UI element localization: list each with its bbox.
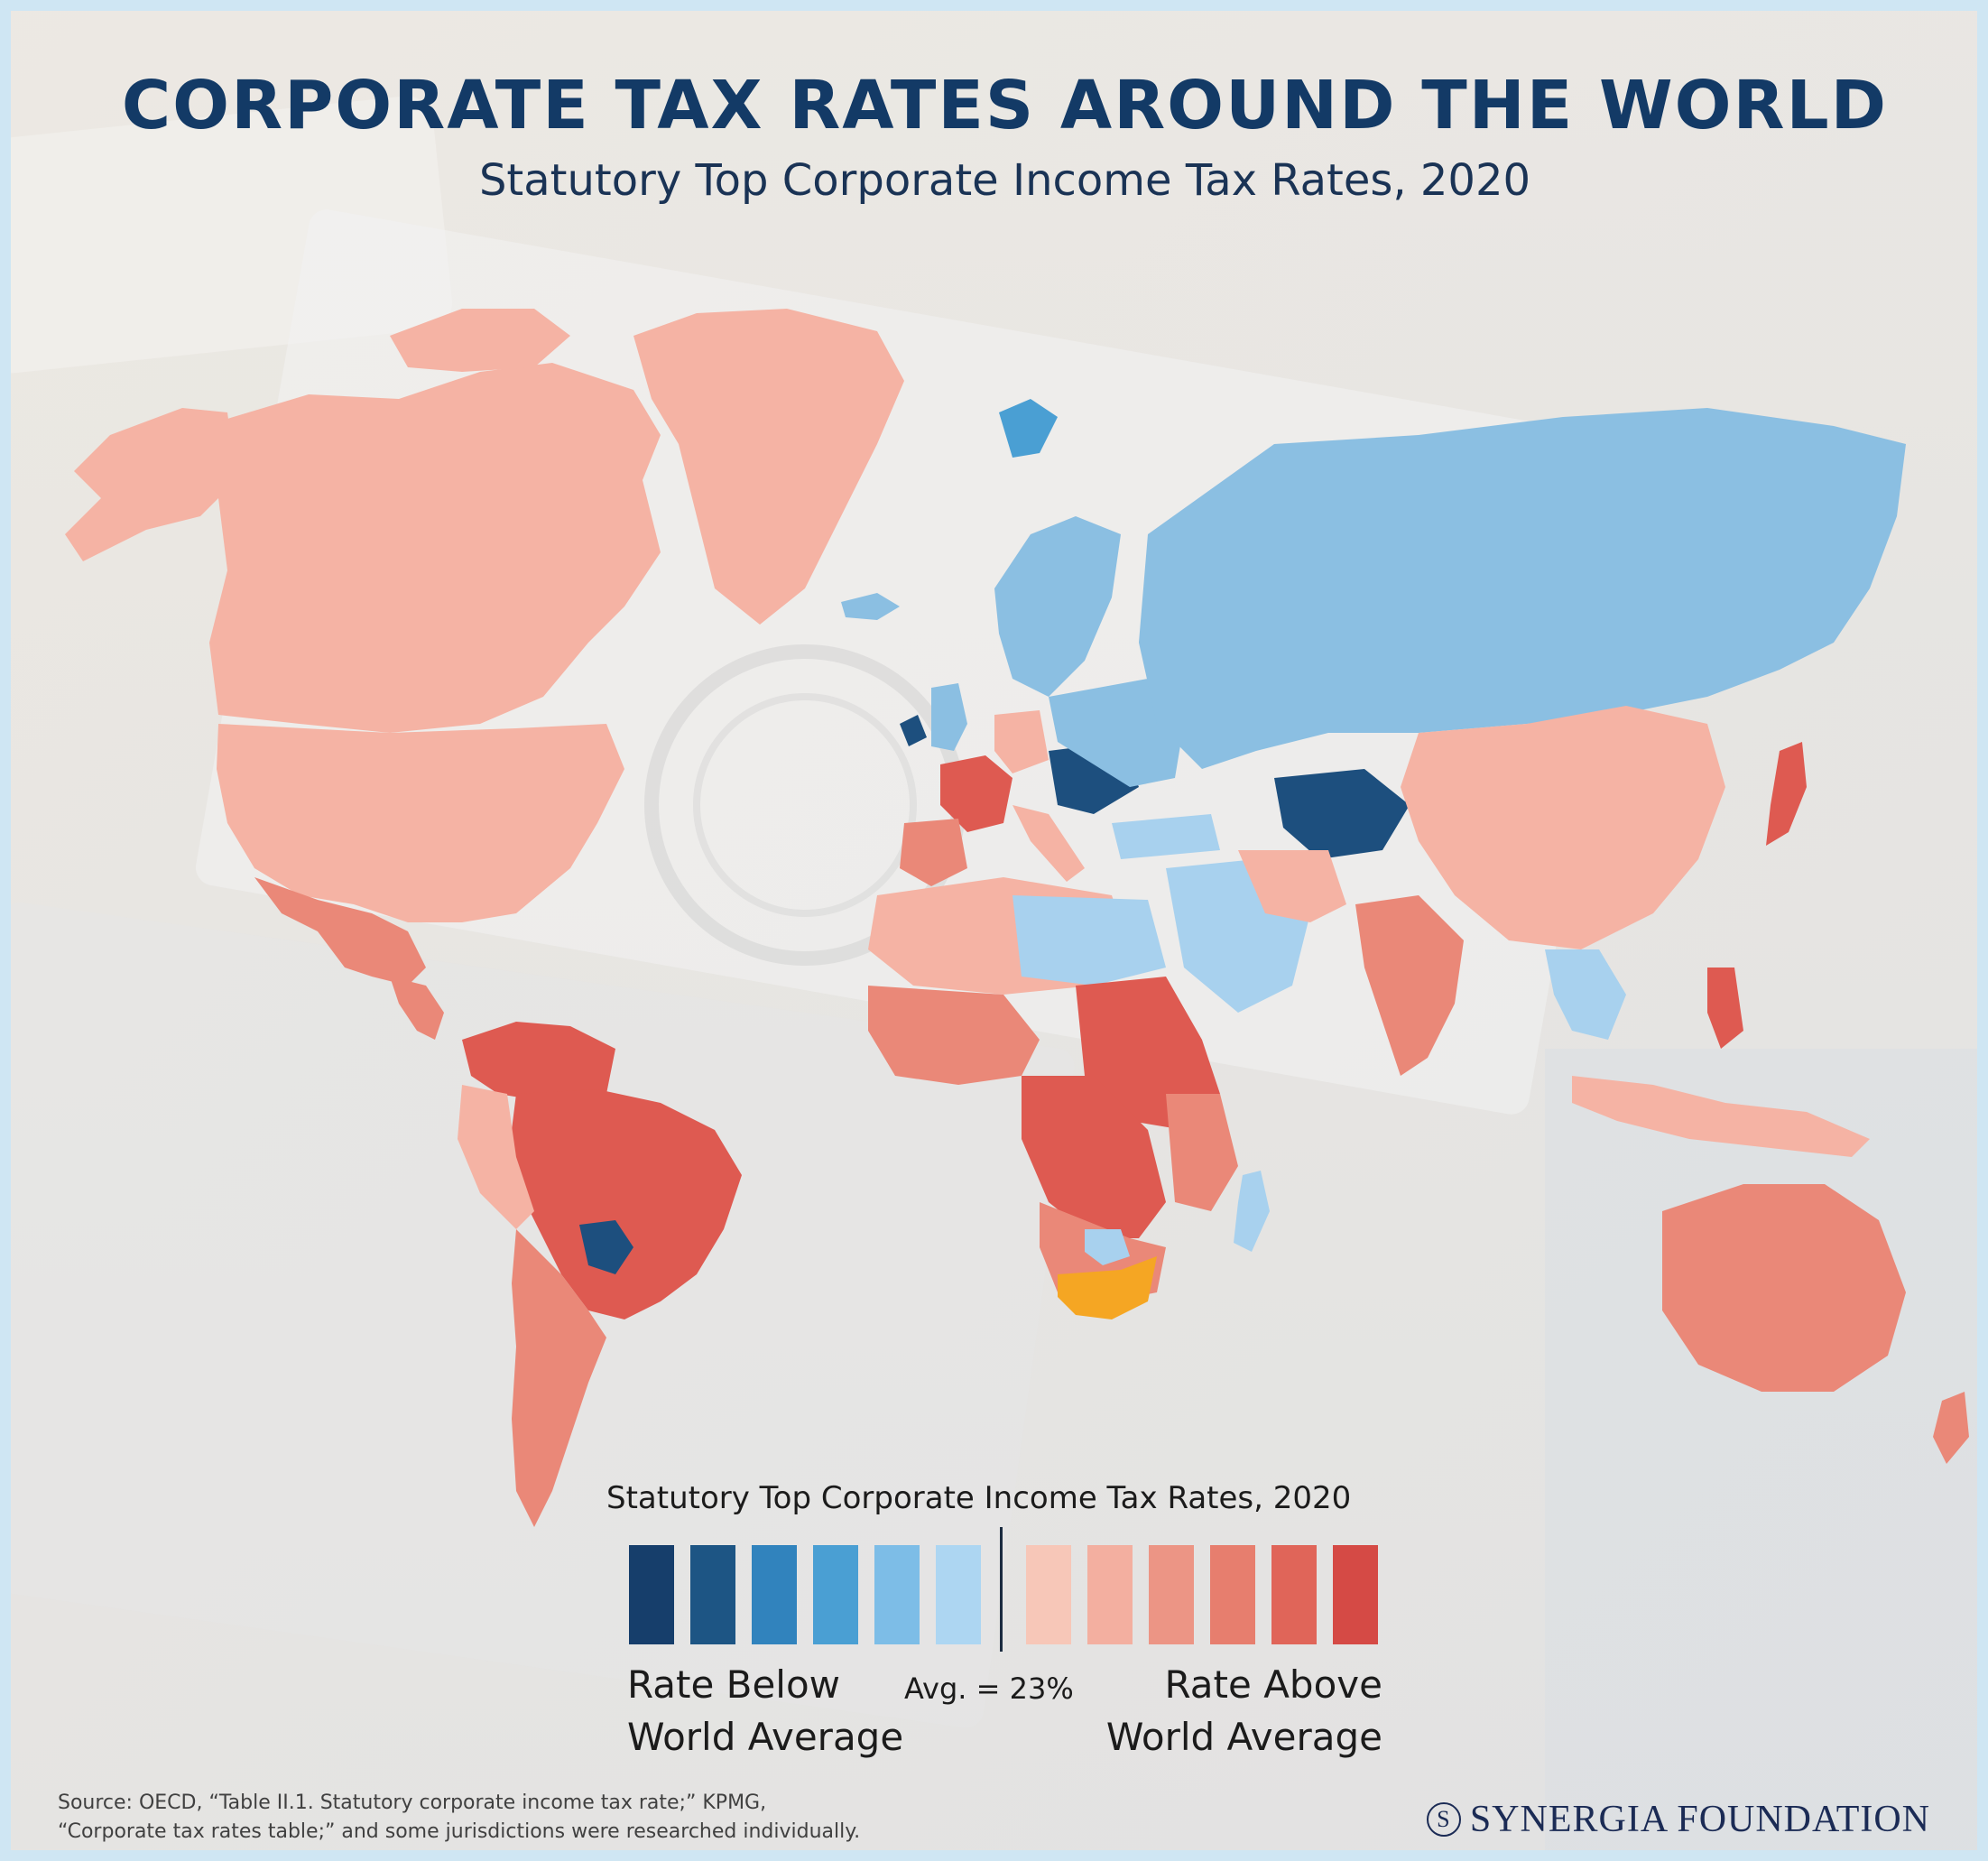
- region-west-africa: [868, 986, 1040, 1085]
- legend-average-divider: [1000, 1527, 1003, 1652]
- legend-swatch-above-4: [1210, 1545, 1255, 1644]
- legend-below-label: Rate Below World Average: [627, 1659, 934, 1764]
- region-philippines: [1707, 968, 1743, 1049]
- region-indonesia: [1572, 1076, 1870, 1157]
- region-eastern-europe: [1049, 679, 1184, 787]
- region-canada: [209, 363, 661, 733]
- legend-swatch-below-2: [690, 1545, 735, 1644]
- legend-swatch-above-6: [1333, 1545, 1378, 1644]
- legend-swatch-above-2: [1087, 1545, 1133, 1644]
- region-svalbard: [999, 399, 1058, 458]
- region-libya-egypt: [1012, 895, 1166, 986]
- region-france: [940, 755, 1012, 832]
- region-india: [1355, 895, 1464, 1076]
- region-germany: [994, 710, 1049, 773]
- legend-swatch-below-1: [629, 1545, 674, 1644]
- region-botswana: [1085, 1229, 1130, 1265]
- legend-above-line2: World Average: [1105, 1715, 1382, 1759]
- legend-above-line1: Rate Above: [1164, 1662, 1382, 1707]
- source-line-2: “Corporate tax rates table;” and some ju…: [58, 1820, 861, 1843]
- legend-below-line2: World Average: [627, 1715, 904, 1759]
- legend-swatch-below-3: [752, 1545, 797, 1644]
- brand-name: SYNERGIA FOUNDATION: [1469, 1799, 1930, 1840]
- legend-swatch-above-3: [1149, 1545, 1194, 1644]
- region-australia: [1662, 1184, 1906, 1392]
- legend-swatch-below-5: [874, 1545, 920, 1644]
- region-japan: [1766, 742, 1807, 846]
- region-russia: [1139, 408, 1906, 769]
- region-uk: [931, 683, 967, 751]
- brand-mark-icon: S: [1426, 1802, 1461, 1837]
- world-map: [65, 309, 1969, 1527]
- legend-title: Statutory Top Corporate Income Tax Rates…: [606, 1480, 1352, 1516]
- region-argentina-chile: [512, 1229, 606, 1527]
- region-alaska: [65, 408, 236, 561]
- region-new-zealand: [1933, 1392, 1969, 1464]
- legend-above-label: Rate Above World Average: [1040, 1659, 1382, 1764]
- legend-swatch-above-1: [1026, 1545, 1071, 1644]
- region-south-africa: [1058, 1256, 1157, 1319]
- region-brazil: [507, 1089, 742, 1319]
- legend-below-line1: Rate Below: [627, 1662, 841, 1707]
- region-kazakhstan: [1274, 769, 1410, 859]
- legend-swatch-below-6: [936, 1545, 981, 1644]
- region-ireland: [900, 715, 927, 746]
- region-iberia: [900, 819, 967, 886]
- region-china: [1401, 706, 1725, 949]
- page-title: CORPORATE TAX RATES AROUND THE WORLD: [121, 67, 1889, 144]
- region-usa: [217, 724, 624, 922]
- region-italy: [1012, 805, 1085, 882]
- source-note: Source: OECD, “Table II.1. Statutory cor…: [58, 1789, 960, 1847]
- region-iceland: [841, 593, 900, 620]
- region-central-africa: [1022, 1076, 1166, 1238]
- region-paraguay: [579, 1220, 633, 1274]
- region-canada-islands: [390, 309, 570, 372]
- region-iran: [1238, 850, 1346, 922]
- region-scandinavia: [994, 516, 1121, 697]
- region-mexico: [254, 877, 426, 986]
- region-peru: [458, 1085, 534, 1229]
- region-madagascar: [1234, 1171, 1270, 1252]
- region-east-africa: [1166, 1094, 1238, 1211]
- region-southeast-asia: [1545, 949, 1626, 1040]
- region-colombia-venezuela: [462, 1022, 615, 1103]
- legend-swatch-above-5: [1271, 1545, 1317, 1644]
- region-central-america: [390, 977, 444, 1040]
- region-turkey: [1112, 814, 1220, 859]
- page-subtitle: Statutory Top Corporate Income Tax Rates…: [478, 155, 1531, 206]
- brand-logo: S SYNERGIA FOUNDATION: [1426, 1798, 1930, 1841]
- source-line-1: Source: OECD, “Table II.1. Statutory cor…: [58, 1792, 767, 1814]
- legend-average-label: Avg. = 23%: [904, 1671, 1074, 1706]
- region-sudan-ethiopia: [1076, 977, 1220, 1130]
- region-greenland: [633, 309, 904, 625]
- legend-swatch-below-4: [813, 1545, 858, 1644]
- legend-swatches: [629, 1545, 1378, 1644]
